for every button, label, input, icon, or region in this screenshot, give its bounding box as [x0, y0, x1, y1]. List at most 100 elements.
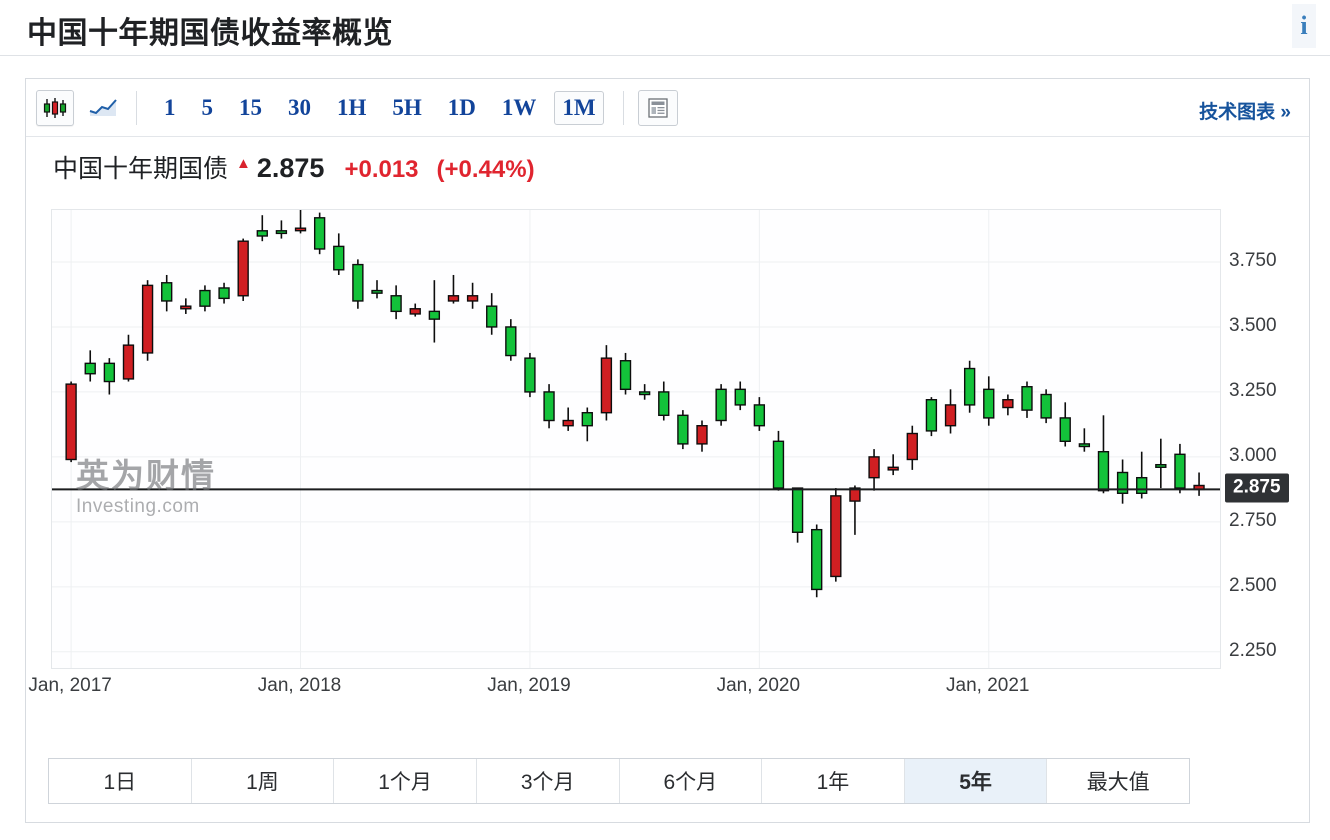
info-icon[interactable]: i [1292, 4, 1316, 48]
y-axis-tick: 3.250 [1229, 379, 1277, 401]
y-axis-tick: 2.500 [1229, 574, 1277, 596]
candle-body [868, 456, 880, 479]
news-glyph [647, 97, 668, 118]
quote-last-price: 2.875 [256, 153, 325, 183]
candle [734, 381, 746, 411]
candle-body [371, 289, 383, 294]
candlestick-glyph [43, 97, 67, 118]
candle [543, 384, 555, 429]
candle [505, 319, 517, 361]
x-axis-tick: Jan, 2018 [257, 675, 342, 696]
candle [638, 384, 651, 400]
candle [428, 280, 441, 343]
line-chart-icon[interactable] [84, 90, 122, 126]
candle [753, 397, 766, 431]
candle-body [811, 528, 823, 591]
candle [1002, 394, 1014, 416]
candle [677, 410, 689, 450]
candle-body [696, 425, 708, 445]
candle [199, 285, 211, 312]
interval-1w[interactable]: 1W [501, 94, 537, 120]
news-icon[interactable] [637, 89, 678, 126]
candle-body [562, 419, 574, 427]
quote-symbol-name: 中国十年期国债 [53, 155, 229, 183]
candle [486, 293, 498, 335]
candle-body [906, 432, 918, 461]
candle-body [84, 362, 96, 375]
candle [256, 215, 268, 242]
candle [1078, 428, 1091, 452]
candle-body [963, 367, 976, 406]
candle [275, 220, 288, 239]
candle [1193, 472, 1205, 496]
interval-1d[interactable]: 1D [447, 94, 476, 120]
range-3mo[interactable]: 3个月 [476, 759, 620, 803]
candlestick-plot[interactable] [51, 209, 1221, 669]
candle-body [983, 388, 995, 419]
candle-body [1021, 386, 1033, 411]
candle-body [734, 388, 746, 406]
candle-body [161, 282, 173, 302]
x-axis-tick: Jan, 2019 [487, 675, 571, 696]
range-max[interactable]: 最大值 [1047, 759, 1189, 803]
candle [447, 274, 460, 304]
y-axis-tick: 3.000 [1229, 444, 1277, 466]
candle-body [1059, 417, 1071, 442]
candle [830, 488, 842, 582]
x-axis: Jan, 2017 Jan, 2018 Jan, 2019 Jan, 2020 Jan,… [28, 675, 1246, 705]
range-1mo[interactable]: 1个月 [334, 759, 477, 803]
candle-body [409, 308, 421, 315]
candle [772, 430, 785, 491]
interval-5h[interactable]: 5H [392, 94, 422, 120]
range-1y[interactable]: 1年 [762, 759, 905, 803]
interval-15[interactable]: 15 [239, 94, 262, 120]
candle [409, 303, 421, 317]
candle-body [505, 326, 517, 357]
candle [1116, 459, 1129, 504]
candle-body [887, 466, 899, 471]
candlestick-chart-icon[interactable] [36, 89, 74, 126]
interval-1[interactable]: 1 [164, 94, 176, 120]
candle-body [447, 295, 460, 302]
candle-body [849, 487, 861, 502]
candle-body [1155, 463, 1167, 468]
range-1d[interactable]: 1日 [49, 759, 192, 803]
interval-1m[interactable]: 1M [554, 90, 604, 125]
current-price-badge: 2.875 [1225, 473, 1289, 503]
candle-body [543, 391, 555, 422]
candle-body [677, 414, 689, 445]
interval-30[interactable]: 30 [288, 94, 311, 120]
candle [84, 350, 96, 382]
x-axis-tick: Jan, 2017 [28, 675, 112, 696]
candle-body [581, 412, 593, 427]
candle [811, 524, 823, 598]
plot-wrapper: 3.750 3.500 3.250 3.000 2.750 2.500 2.250 2.875 [51, 209, 1289, 669]
candle [65, 381, 77, 463]
candle-body [600, 357, 613, 414]
quote-change-pct: (+0.44%) [436, 156, 535, 183]
candle [180, 298, 192, 314]
area-chart-glyph [89, 98, 117, 116]
candle [313, 212, 326, 255]
candle-body [715, 388, 727, 422]
range-1w[interactable]: 1周 [191, 759, 335, 803]
candle [1040, 389, 1052, 424]
candle [658, 381, 670, 421]
candlestick-svg [52, 210, 1220, 668]
candle-body [1002, 399, 1014, 409]
range-6mo[interactable]: 6个月 [619, 759, 763, 803]
interval-5[interactable]: 5 [201, 94, 214, 120]
interval-1h[interactable]: 1H [337, 94, 367, 120]
up-arrow-icon: ▲ [236, 155, 251, 172]
candle-body [103, 362, 116, 383]
candle-body [180, 305, 192, 310]
candle-body [619, 360, 632, 391]
range-5y[interactable]: 5年 [904, 759, 1048, 803]
candle-body [925, 399, 938, 432]
candle [715, 384, 727, 426]
technical-chart-link[interactable]: 技术图表 » [1199, 102, 1291, 123]
candle [1155, 438, 1167, 489]
y-axis-tick: 3.750 [1229, 249, 1277, 271]
y-axis: 3.750 3.500 3.250 3.000 2.750 2.500 2.250 2.875 [1225, 209, 1330, 669]
candle [141, 280, 154, 361]
